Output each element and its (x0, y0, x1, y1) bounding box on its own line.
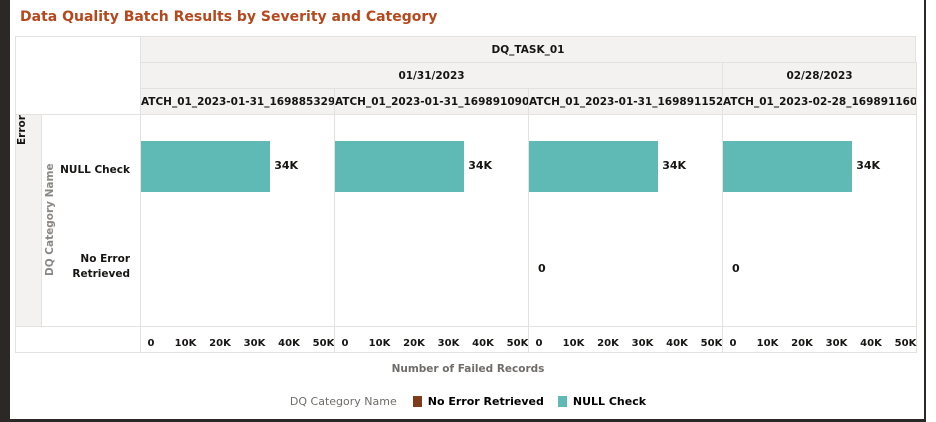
bar[interactable] (141, 141, 271, 192)
data-label: 34K (856, 159, 881, 172)
x-tick-label: 40K (278, 338, 300, 349)
x-axis-title: Number of Failed Records (391, 363, 545, 375)
x-tick-label: 50K (312, 338, 335, 349)
data-label: 0 (732, 262, 740, 275)
legend-item-no-error[interactable]: No Error Retrieved (427, 395, 544, 408)
x-tick-label: 0 (535, 338, 543, 349)
x-tick-label: 20K (597, 338, 619, 349)
x-axis-panel (140, 326, 335, 353)
data-label: 34K (662, 159, 687, 172)
row-group-label: Error (16, 115, 28, 145)
x-tick-label: 40K (860, 338, 882, 349)
batch-header: ATCH_01_2023-01-31_16989109016 (334, 88, 529, 115)
x-tick-label: 50K (700, 338, 723, 349)
task-header: DQ_TASK_01 (140, 36, 916, 63)
x-tick-label: 0 (341, 338, 349, 349)
data-label: 0 (538, 262, 546, 275)
bar[interactable] (529, 141, 659, 192)
category-label: NULL Check (60, 164, 130, 176)
x-tick-label: 0 (147, 338, 155, 349)
x-axis-panel (722, 326, 917, 353)
axis-corner (15, 326, 141, 353)
x-tick-label: 30K (631, 338, 654, 349)
x-tick-label: 10K (174, 338, 197, 349)
x-tick-label: 10K (368, 338, 391, 349)
x-tick-label: 20K (209, 338, 231, 349)
x-tick-label: 0 (729, 338, 737, 349)
legend-title: DQ Category Name (289, 395, 397, 408)
batch-header: ATCH_01_2023-01-31_1698853297( (140, 88, 335, 115)
right-border (924, 0, 926, 422)
x-tick-label: 30K (243, 338, 266, 349)
y-axis-title: DQ Category Name (44, 163, 56, 277)
date-header: 02/28/2023 (722, 62, 917, 89)
legend-swatch-null-check (557, 396, 567, 407)
x-tick-label: 10K (562, 338, 585, 349)
x-axis-panel (528, 326, 723, 353)
corner-cell (15, 36, 141, 115)
batch-header: ATCH_01_2023-02-28_16989116059 (722, 88, 917, 115)
row-group-error: Error (15, 114, 42, 327)
batch-header: ATCH_01_2023-01-31_16989115229 (528, 88, 723, 115)
x-tick-label: 30K (825, 338, 848, 349)
x-tick-label: 20K (791, 338, 813, 349)
x-tick-label: 50K (894, 338, 917, 349)
category-column (41, 114, 141, 327)
data-label: 34K (468, 159, 493, 172)
category-label: No Error Retrieved (72, 253, 130, 280)
x-tick-label: 20K (403, 338, 425, 349)
date-header: 01/31/2023 (140, 62, 723, 89)
legend-swatch-no-error (412, 396, 422, 407)
legend-item-null-check[interactable]: NULL Check (572, 395, 647, 408)
legend: DQ Category Name No Error Retrieved NULL… (0, 395, 936, 408)
bottom-border (10, 419, 926, 422)
bar[interactable] (723, 141, 853, 192)
x-tick-label: 50K (506, 338, 529, 349)
left-border (0, 0, 10, 422)
x-tick-label: 30K (437, 338, 460, 349)
x-tick-label: 40K (472, 338, 494, 349)
x-tick-label: 40K (666, 338, 688, 349)
x-axis-panel (334, 326, 529, 353)
data-label: 34K (274, 159, 299, 172)
x-tick-label: 10K (756, 338, 779, 349)
chart-title: Data Quality Batch Results by Severity a… (20, 9, 438, 25)
bar[interactable] (335, 141, 465, 192)
